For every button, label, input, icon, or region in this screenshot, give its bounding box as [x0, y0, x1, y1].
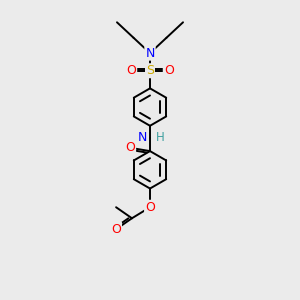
Text: N: N	[145, 46, 155, 60]
Text: H: H	[155, 131, 164, 144]
Text: O: O	[145, 201, 155, 214]
Text: O: O	[126, 64, 136, 77]
Text: O: O	[111, 223, 121, 236]
Text: S: S	[146, 64, 154, 77]
Text: O: O	[164, 64, 174, 77]
Text: O: O	[125, 141, 135, 154]
Text: N: N	[138, 131, 147, 144]
